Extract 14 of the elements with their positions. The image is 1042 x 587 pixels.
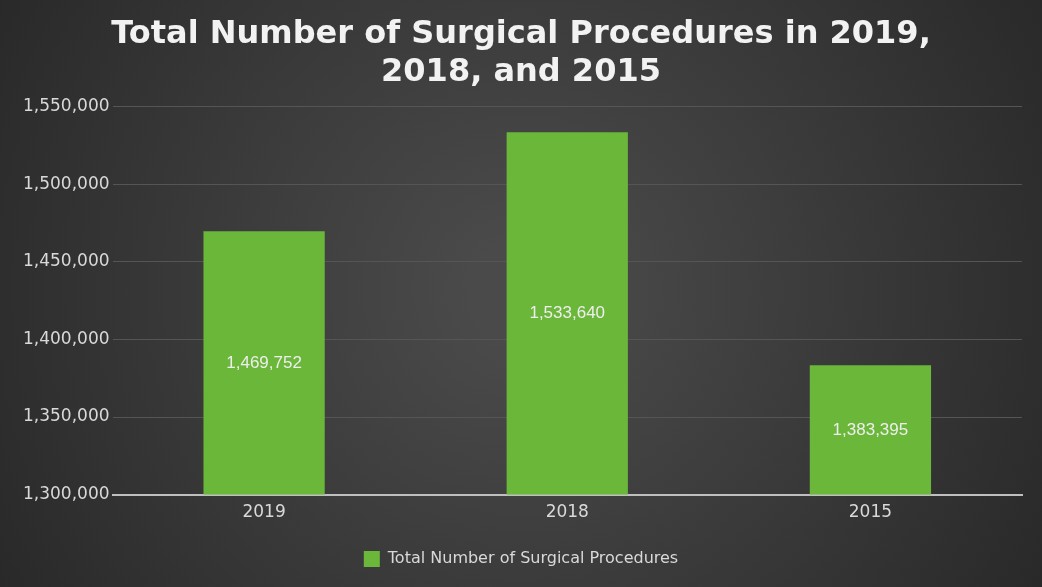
y-tick-label: 1,500,000	[22, 172, 110, 193]
y-tick-label: 1,300,000	[22, 483, 110, 504]
data-label: 1,383,395	[832, 419, 909, 439]
legend-label: Total Number of Surgical Procedures	[386, 548, 679, 568]
y-tick-label: 1,450,000	[22, 250, 110, 271]
y-tick-label: 1,350,000	[22, 405, 110, 426]
data-label: 1,469,752	[226, 352, 302, 372]
x-tick-label: 2015	[848, 501, 893, 522]
x-tick-label: 2018	[545, 501, 589, 522]
y-tick-label: 1,550,000	[22, 95, 110, 116]
x-tick-label: 2019	[242, 501, 286, 522]
chart-title: Total Number of Surgical Procedures in 2019, 2018, and 2015	[111, 12, 931, 89]
data-label: 1,533,640	[529, 303, 606, 323]
y-tick-label: 1,400,000	[22, 327, 110, 348]
